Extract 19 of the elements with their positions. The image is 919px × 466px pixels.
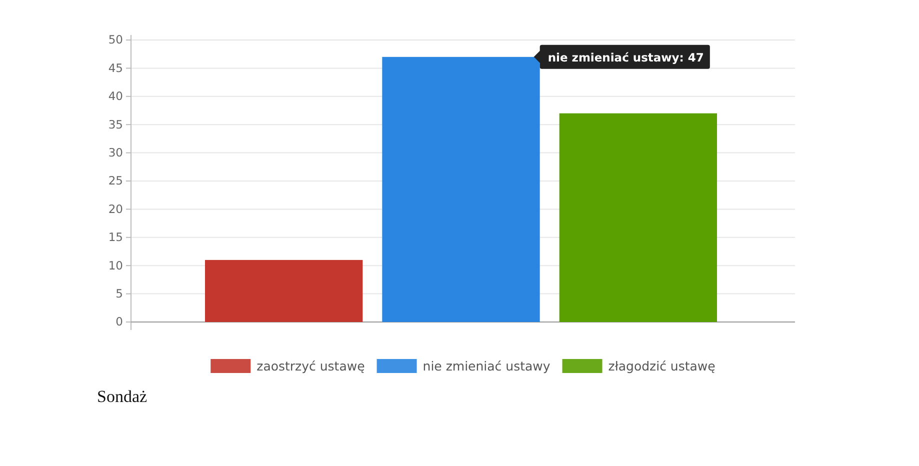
bar	[205, 260, 363, 322]
y-tick-label: 15	[108, 230, 123, 244]
text: Sondaż	[97, 387, 148, 406]
y-tick-label: 0	[116, 314, 123, 329]
y-tick-label: 40	[108, 89, 123, 104]
y-tick-label: 20	[108, 202, 123, 216]
legend-label: zaostrzyć ustawę	[256, 358, 366, 374]
y-tick-label: 30	[108, 145, 123, 160]
legend-label: złagodzić ustawę	[608, 358, 716, 374]
y-tick-label: 10	[108, 258, 123, 272]
bar	[559, 113, 717, 322]
y-tick-label: 25	[108, 174, 123, 188]
annotation: nie zmieniać ustawy: 47	[548, 50, 704, 64]
y-tick-label: 5	[116, 286, 123, 300]
bar	[382, 56, 540, 322]
y-tick-label: 50	[108, 32, 123, 47]
y-tick-label: 45	[108, 60, 123, 75]
y-tick-label: 35	[108, 117, 123, 132]
legend-label: nie zmieniać ustawy	[422, 358, 551, 374]
